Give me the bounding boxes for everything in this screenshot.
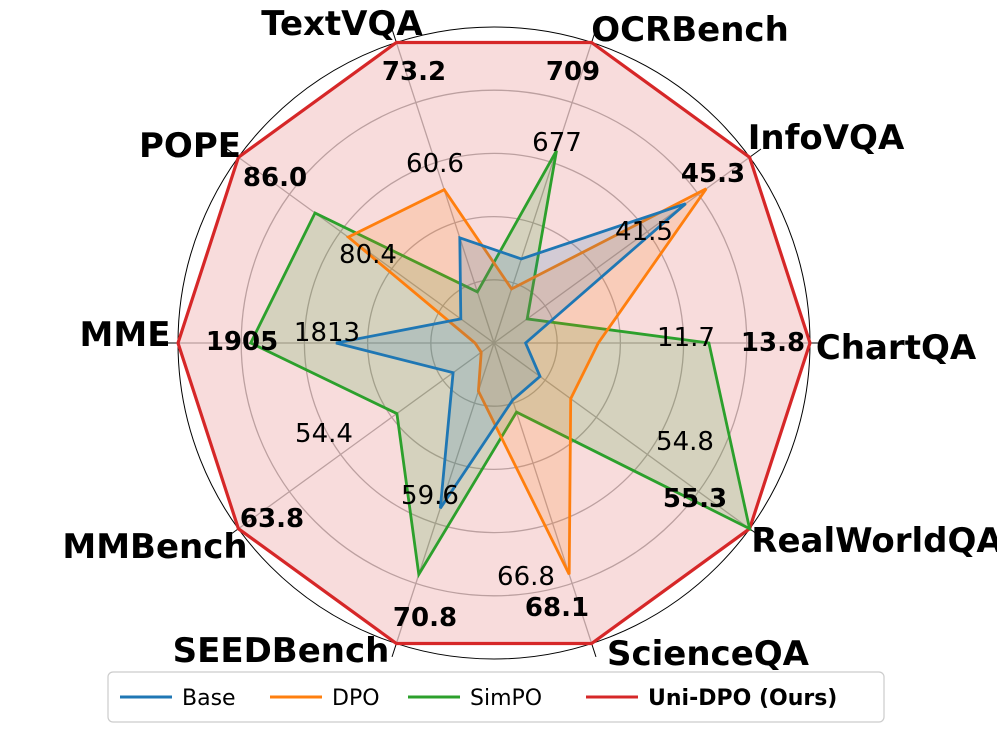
axis-tick-textvqa [591,28,597,43]
spoke-mme [237,156,495,344]
best-value-mmbench: 63.8 [240,504,304,534]
second-value-ocrbench: 677 [532,128,582,158]
series-simpo [248,150,752,579]
axis-tick-scienceqa [391,643,397,658]
best-value-textvqa: 73.2 [382,57,446,87]
radar-grid [164,26,824,660]
axis-tick-mme [226,148,239,158]
best-value-seedbench: 70.8 [393,603,457,633]
legend-box [107,671,885,723]
best-value-ocrbench: 709 [546,57,600,87]
second-value-textvqa: 60.6 [406,149,464,179]
axis-label-chartqa: ChartQA [816,328,977,368]
series-dpo [345,187,708,576]
second-value-scienceqa: 66.8 [497,562,555,592]
second-value-infovqa: 41.5 [615,217,673,247]
spoke-realworldqa [493,342,593,644]
second-value-mmbench: 54.4 [295,419,353,449]
legend: Base DPO SimPO Uni-DPO (Ours) [107,671,885,723]
second-value-mme: 1813 [294,318,360,348]
axis-tick-seedbench [226,528,239,538]
axis-label-seedbench: SEEDBench [173,631,390,671]
second-value-pope: 80.4 [339,240,397,270]
axis-label-scienceqa: ScienceQA [607,634,810,674]
axis-label-mmbench: MMBench [62,527,247,567]
best-value-infovqa: 45.3 [681,159,745,189]
radar-series [176,40,812,646]
spoke-ocrbench [493,156,751,344]
spoke-textvqa [493,42,593,344]
legend-label-uni-dpo-ours: Uni-DPO (Ours) [648,686,837,711]
axis-label-infovqa: InfoVQA [748,118,905,158]
radar-labels: 73.2 709 45.3 13.8 55.3 68.1 70.8 63.8 1905 86.0 6… [62,4,997,674]
axis-label-realworldqa: RealWorldQA [751,521,997,561]
spoke-chartqa [493,342,751,530]
spoke-seedbench [237,342,495,530]
axis-label-mme: MME [80,315,171,355]
legend-label-dpo: DPO [332,686,380,711]
axis-label-ocrbench: OCRBench [591,10,789,50]
second-value-chartqa: 11.7 [657,323,715,353]
best-value-chartqa: 13.8 [741,328,805,358]
axis-tick-chartqa [749,528,762,538]
best-value-pope: 86.0 [243,163,307,193]
axis-tick-realworldqa [591,643,597,658]
best-value-realworldqa: 55.3 [663,484,727,514]
second-value-realworldqa: 54.8 [656,427,714,457]
spoke-scienceqa [395,342,495,644]
series-base [335,202,687,510]
legend-label-base: Base [182,686,236,711]
second-value-seedbench: 59.6 [401,481,459,511]
legend-label-simpo: SimPO [470,686,542,711]
best-value-mme: 1905 [206,327,278,357]
axis-tick-ocrbench [749,148,762,158]
best-value-scienceqa: 68.1 [525,593,589,623]
axis-label-pope: POPE [139,126,241,166]
axis-label-textvqa: TextVQA [261,4,423,44]
series-uni-dpo-ours [176,40,812,646]
axis-tick-pope [391,28,397,43]
